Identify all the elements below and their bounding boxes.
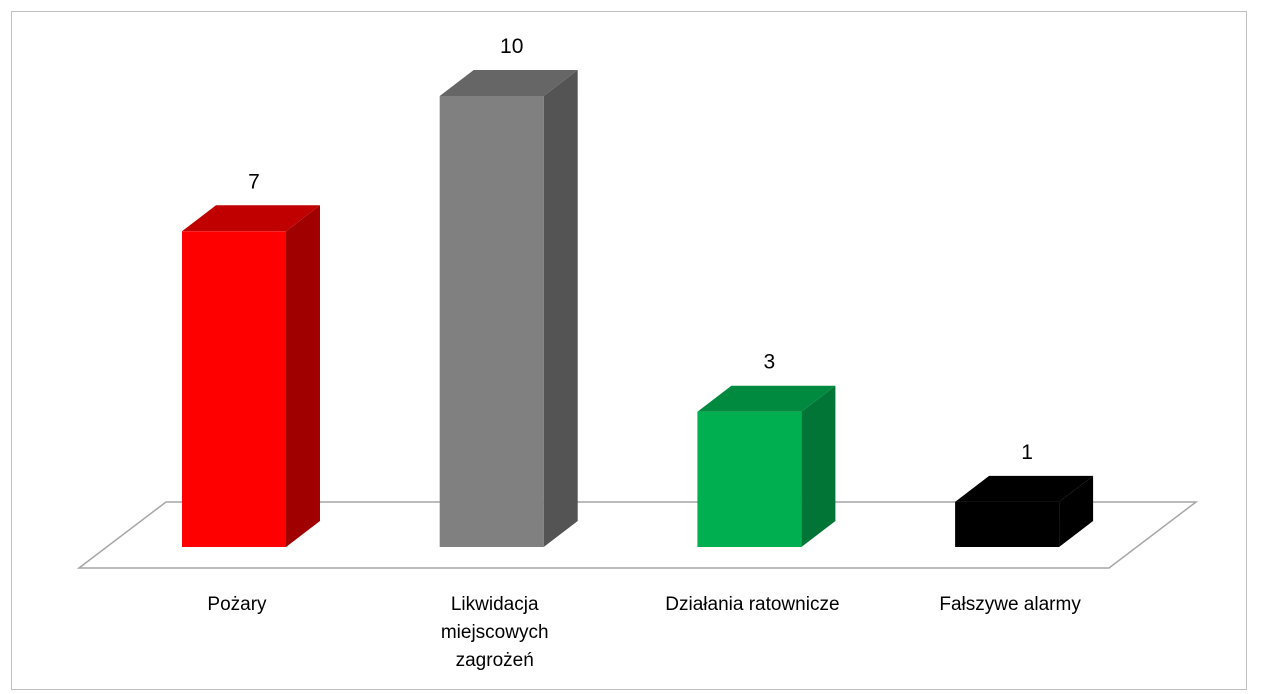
bar-top-2 xyxy=(439,70,578,96)
category-label-2-line-3: zagrożeń xyxy=(456,650,534,671)
bar-3 xyxy=(697,385,836,547)
value-label-4: 1 xyxy=(1021,441,1033,464)
category-label-4: Fałszywe alarmy xyxy=(939,594,1081,615)
bar-side-1 xyxy=(286,205,320,548)
bar-2 xyxy=(439,70,578,547)
category-label-3-line-1: Działania ratownicze xyxy=(665,594,839,615)
category-label-3: Działania ratownicze xyxy=(665,594,839,615)
category-label-1: Pożary xyxy=(207,594,267,615)
bar-top-3 xyxy=(697,385,836,412)
bar-top-4 xyxy=(955,475,1094,502)
category-label-1-line-1: Pożary xyxy=(207,594,267,615)
bar-1 xyxy=(182,205,320,548)
bar-side-4 xyxy=(1059,475,1094,547)
category-label-2-line-2: miejscowych xyxy=(441,622,549,643)
value-label-1: 7 xyxy=(248,170,260,193)
value-label-3: 3 xyxy=(764,351,776,374)
category-label-4-line-1: Fałszywe alarmy xyxy=(939,594,1081,615)
bar-front-3 xyxy=(697,411,802,547)
bar-front-4 xyxy=(955,501,1060,547)
bar-top-1 xyxy=(182,205,320,232)
bar-side-3 xyxy=(801,385,836,547)
value-label-2: 10 xyxy=(500,35,523,58)
bar-front-1 xyxy=(182,231,286,548)
category-label-2-line-1: Likwidacja xyxy=(451,594,539,615)
chart-floor xyxy=(76,501,1199,569)
category-labels-group: Pożary Likwidacja miejscowych zagrożeń Dział… xyxy=(207,594,1081,671)
category-label-2: Likwidacja miejscowych zagrożeń xyxy=(441,594,549,671)
bar-4 xyxy=(955,475,1094,547)
bars-group xyxy=(182,70,1094,548)
value-labels-group: 7 10 3 1 xyxy=(248,35,1033,464)
bar-front-2 xyxy=(439,96,544,547)
bar-side-2 xyxy=(543,70,578,547)
